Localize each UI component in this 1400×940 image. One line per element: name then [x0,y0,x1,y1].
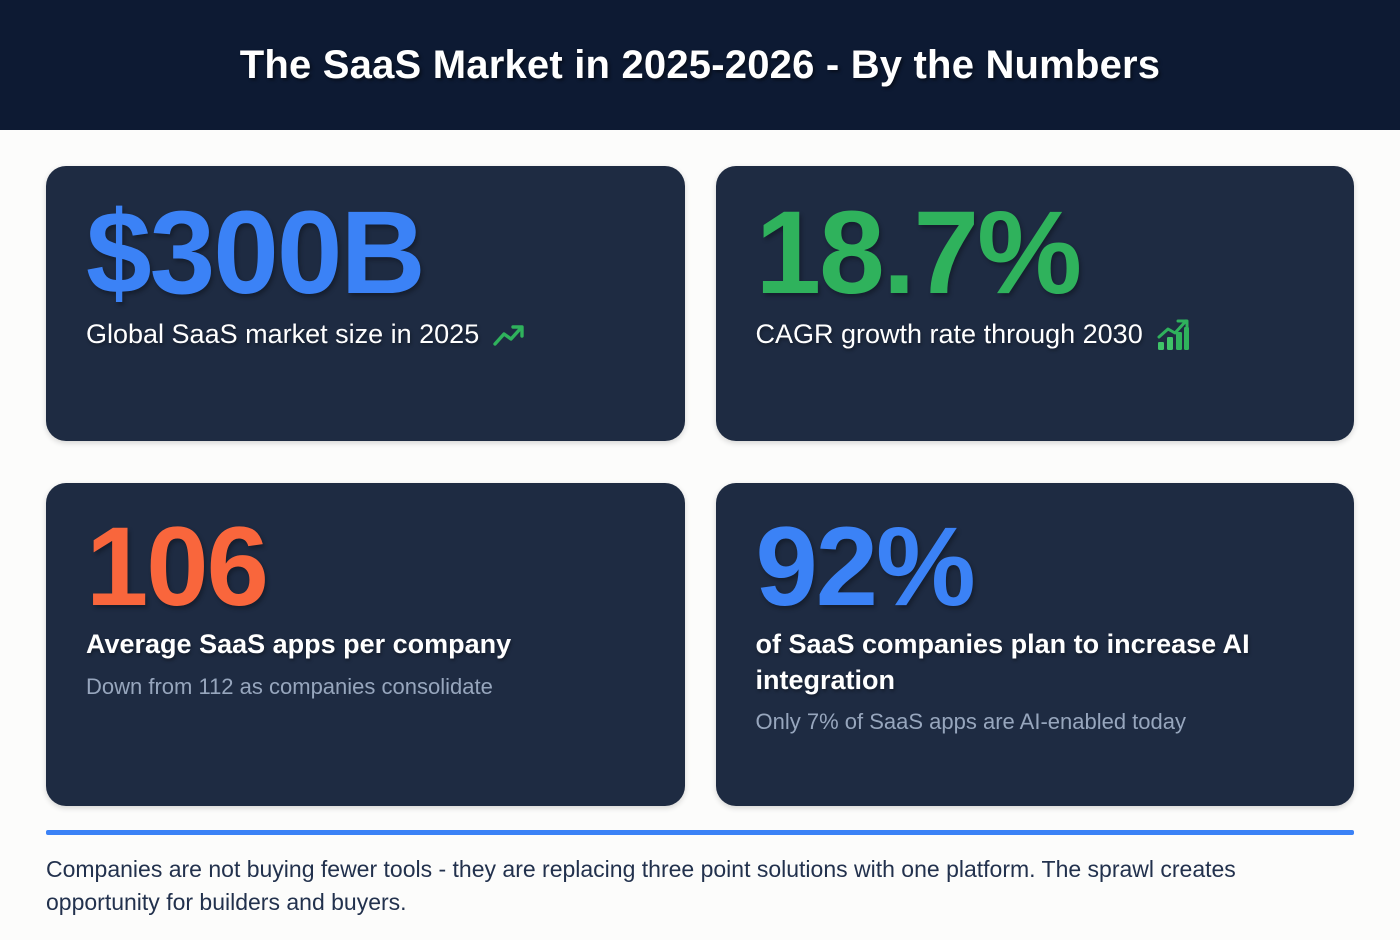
header-bar: The SaaS Market in 2025-2026 - By the Nu… [0,0,1400,130]
stat-value: $300B [86,187,426,319]
trending-up-arrow-icon [491,317,527,353]
stat-card-grid: $300B Global SaaS market size in 2025 18… [0,130,1400,806]
footer-divider [46,830,1354,835]
stat-label: CAGR growth rate through 2030 [755,319,1143,350]
stat-card-cagr: 18.7% CAGR growth rate through 2030 [715,166,1354,441]
bar-chart-increasing-icon [1155,317,1191,353]
stat-label: Global SaaS market size in 2025 [86,319,480,350]
stat-card-ai-integration: 92% of SaaS companies plan to increase A… [715,483,1354,806]
stat-label: Average SaaS apps per company [86,629,512,660]
stat-value: 18.7% [755,187,1083,319]
footer-takeaway-text: Companies are not buying fewer tools - t… [46,856,1236,915]
stat-sublabel: Down from 112 as companies consolidate [86,673,493,699]
stat-sublabel: Only 7% of SaaS apps are AI-enabled toda… [755,708,1187,734]
stat-card-market-size: $300B Global SaaS market size in 2025 [46,166,685,441]
stat-label-row: Global SaaS market size in 2025 [86,317,647,353]
page-title: The SaaS Market in 2025-2026 - By the Nu… [239,43,1161,87]
footer-section: Companies are not buying fewer tools - t… [0,806,1400,940]
stat-value: 106 [86,504,269,629]
stat-card-apps-per-company: 106 Average SaaS apps per company Down f… [46,483,685,806]
stat-label: of SaaS companies plan to increase AI in… [755,629,1250,695]
stat-label-row: of SaaS companies plan to increase AI in… [756,627,1317,697]
stat-label-row: Average SaaS apps per company [86,627,647,662]
stat-label-row: CAGR growth rate through 2030 [756,317,1317,353]
stat-value: 92% [755,504,976,629]
